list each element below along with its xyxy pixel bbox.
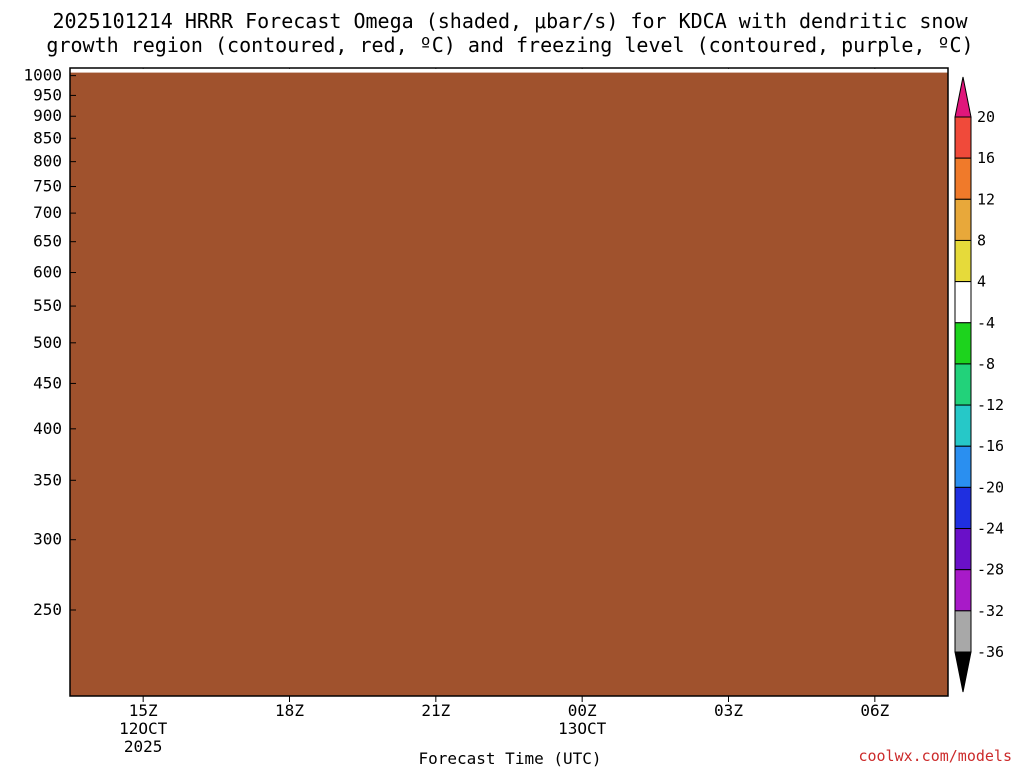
colorbar-label--32: -32 (977, 602, 1004, 620)
colorbar-label--20: -20 (977, 478, 1004, 496)
chart-title-line2: growth region (contoured, red, ºC) and f… (46, 33, 973, 57)
colorbar-label-12: 12 (977, 190, 995, 208)
colorbar-label--28: -28 (977, 561, 1004, 579)
x-tick-date-00Z: 13OCT (558, 719, 607, 738)
colorbar-segment--4 (954, 322, 972, 365)
colorbar-label-4: 4 (977, 273, 986, 291)
x-tick-label-03Z: 03Z (714, 701, 743, 720)
y-tick-label-550: 550 (33, 296, 62, 315)
y-tick-label-450: 450 (33, 373, 62, 392)
y-tick-label-1000: 1000 (23, 66, 62, 85)
colorbar: 20 16 12 8 4 -4 -8 -12 -16 -20 -24 -28 -32 -36 (954, 76, 1004, 693)
y-tick-label-300: 300 (33, 530, 62, 549)
x-tick-date-15Z: 12OCT (119, 719, 168, 738)
y-tick-label-700: 700 (33, 203, 62, 222)
colorbar-segment-12 (954, 198, 972, 241)
chart-title-line1: 2025101214 HRRR Forecast Omega (shaded, … (52, 9, 968, 33)
colorbar-segment--28 (954, 569, 972, 612)
y-tick-label-250: 250 (33, 600, 62, 619)
colorbar-label--12: -12 (977, 396, 1004, 414)
colorbar-label--36: -36 (977, 643, 1004, 661)
plot-frame (69, 67, 949, 697)
colorbar-top-arrow (954, 76, 972, 118)
colorbar-segment--12 (954, 404, 972, 447)
y-tick-label-650: 650 (33, 232, 62, 251)
colorbar-label-8: 8 (977, 231, 986, 249)
colorbar-label--8: -8 (977, 355, 995, 373)
x-tick-label-21Z: 21Z (421, 701, 450, 720)
y-tick-label-500: 500 (33, 333, 62, 352)
colorbar-label-16: 16 (977, 149, 995, 167)
y-tick-label-600: 600 (33, 263, 62, 282)
x-tick-year-15Z: 2025 (124, 737, 163, 756)
colorbar-label--16: -16 (977, 437, 1004, 455)
colorbar-segment--16 (954, 445, 972, 488)
y-tick-label-400: 400 (33, 419, 62, 438)
colorbar-segment--24 (954, 528, 972, 571)
y-tick-label-950: 950 (33, 85, 62, 104)
colorbar-label-20: 20 (977, 108, 995, 126)
ground-surface (70, 72, 948, 697)
x-tick-label-18Z: 18Z (275, 701, 304, 720)
x-tick-label-06Z: 06Z (860, 701, 889, 720)
colorbar-segment-16 (954, 157, 972, 200)
colorbar-label--24: -24 (977, 520, 1004, 538)
colorbar-bottom-arrow (954, 651, 972, 693)
y-tick-label-750: 750 (33, 177, 62, 196)
x-axis-label: Forecast Time (UTC) (418, 749, 601, 768)
x-tick-label-15Z: 15Z (129, 701, 158, 720)
y-tick-label-800: 800 (33, 152, 62, 171)
y-tick-label-850: 850 (33, 128, 62, 147)
y-axis: 250 300 350 400 450 500 550 600 650 700 750 800 850 9… (23, 66, 76, 619)
y-tick-label-900: 900 (33, 106, 62, 125)
colorbar-label--4: -4 (977, 314, 995, 332)
y-tick-label-350: 350 (33, 470, 62, 489)
colorbar-segment--32 (954, 610, 972, 653)
credit-text: coolwx.com/models (858, 747, 1012, 765)
colorbar-segment--8 (954, 363, 972, 406)
colorbar-segment-20 (954, 116, 972, 159)
colorbar-segment-8 (954, 239, 972, 283)
x-tick-label-00Z: 00Z (568, 701, 597, 720)
colorbar-segment-4 (954, 281, 972, 324)
colorbar-segment--20 (954, 486, 972, 530)
